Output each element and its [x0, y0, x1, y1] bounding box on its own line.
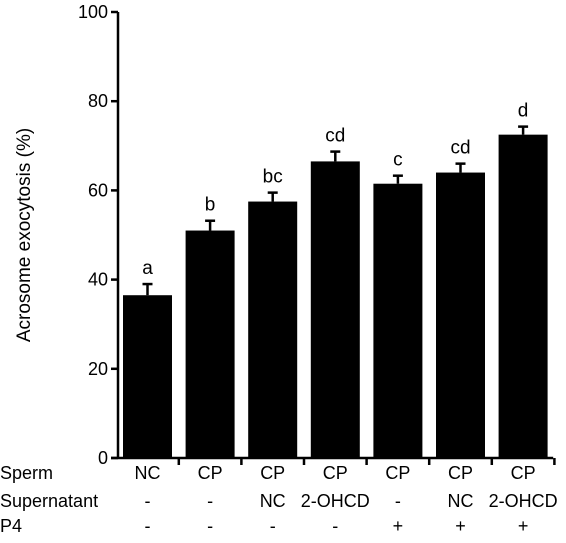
row-label-supernatant: Supernatant — [0, 491, 98, 511]
bar — [310, 161, 360, 458]
category-label-sperm: CP — [198, 463, 223, 483]
y-axis-ticks: 0 20 40 60 80 100 — [78, 2, 118, 468]
category-label-supernatant: NC — [260, 491, 286, 511]
significance-letter: bc — [263, 167, 283, 188]
y-tick-label: 20 — [88, 359, 108, 379]
significance-letter: cd — [325, 126, 345, 147]
significance-letter: d — [518, 101, 529, 122]
y-axis-title: Acrosome exocytosis (%) — [14, 128, 35, 342]
y-tick-label: 40 — [88, 270, 108, 290]
significance-letter: b — [205, 195, 216, 216]
row-label-sperm: Sperm — [0, 463, 53, 483]
category-label-supernatant: NC — [448, 491, 474, 511]
category-label-p4: - — [270, 516, 276, 536]
x-axis-ticks — [177, 458, 556, 465]
category-label-supernatant: 2-OHCD — [489, 491, 558, 511]
y-tick-label: 80 — [88, 91, 108, 111]
y-tick-label: 100 — [78, 2, 108, 22]
category-label-sperm: NC — [135, 463, 161, 483]
significance-letter: c — [393, 150, 403, 171]
category-label-supernatant: 2-OHCD — [301, 491, 370, 511]
category-label-p4: - — [145, 516, 151, 536]
category-label-sperm: CP — [260, 463, 285, 483]
category-label-p4: + — [455, 516, 466, 536]
significance-letter: cd — [450, 138, 470, 159]
category-label-sperm: CP — [323, 463, 348, 483]
category-label-supernatant: - — [145, 491, 151, 511]
y-tick-label: 0 — [98, 448, 108, 468]
category-label-sperm: CP — [511, 463, 536, 483]
category-labels-layer: NC - - CP - - CP NC - CP 2-OHCD - CP - + CP NC + CP 2-OHCD + — [135, 463, 558, 536]
category-label-sperm: CP — [448, 463, 473, 483]
bar — [248, 201, 298, 459]
category-label-supernatant: - — [207, 491, 213, 511]
category-label-sperm: CP — [385, 463, 410, 483]
bar — [373, 183, 423, 458]
category-label-supernatant: - — [395, 491, 401, 511]
y-tick-label: 60 — [88, 180, 108, 200]
bar — [123, 295, 172, 458]
category-label-p4: - — [207, 516, 213, 536]
significance-letters-layer: a b bc cd c cd d — [142, 101, 528, 279]
significance-letter: a — [142, 258, 153, 279]
category-label-p4: + — [393, 516, 404, 536]
category-label-p4: - — [332, 516, 338, 536]
bar — [436, 172, 485, 458]
row-label-p4: P4 — [0, 516, 22, 536]
bar — [185, 230, 235, 458]
bars-layer — [123, 134, 548, 459]
category-label-p4: + — [518, 516, 529, 536]
bar — [498, 134, 548, 458]
error-bars-layer — [142, 125, 529, 296]
